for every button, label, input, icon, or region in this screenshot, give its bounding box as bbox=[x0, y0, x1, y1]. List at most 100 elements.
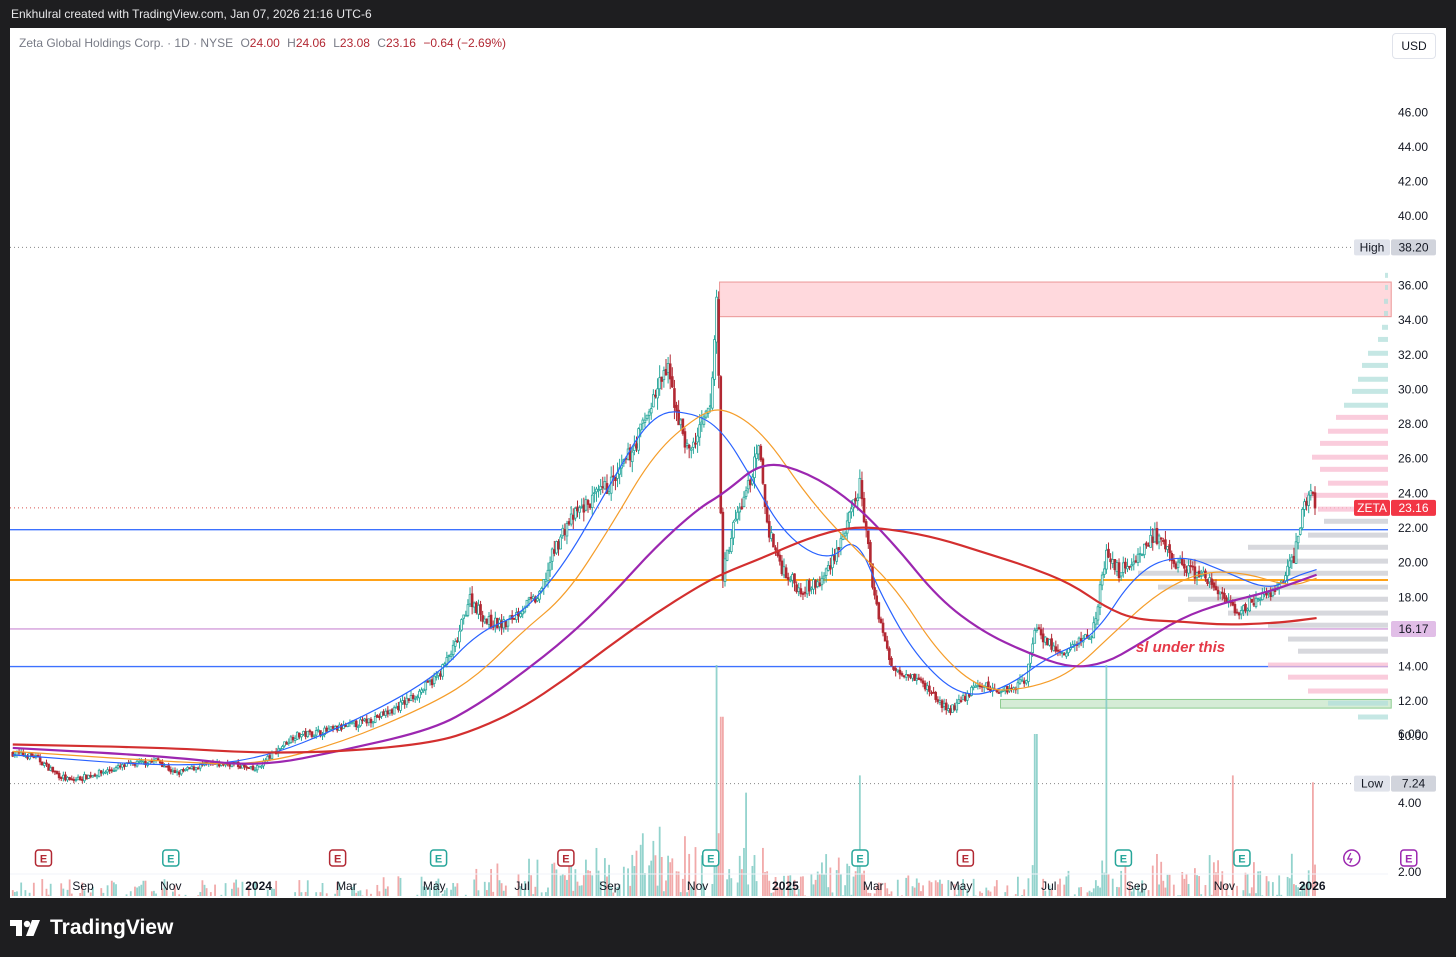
candle-body bbox=[1303, 501, 1306, 510]
volume-bar bbox=[852, 876, 855, 896]
volume-bar bbox=[947, 880, 950, 896]
candle-body bbox=[727, 549, 731, 552]
volume-bar bbox=[1086, 892, 1089, 896]
earnings-marker bbox=[702, 849, 720, 867]
volume-bar bbox=[641, 833, 644, 896]
volume-bar bbox=[266, 889, 269, 896]
candle-body bbox=[462, 614, 466, 619]
candle-body bbox=[824, 568, 828, 576]
price-chart[interactable]: 46.00 44.00 42.00 40.00 36.00 34.00 32.00 30.00… bbox=[10, 28, 1446, 898]
candle-body bbox=[1233, 604, 1237, 614]
candle-body bbox=[890, 657, 893, 666]
candle-body bbox=[569, 513, 573, 525]
volume-bar bbox=[150, 891, 153, 896]
price-tick-label: 34.00 bbox=[1398, 313, 1428, 327]
volume-bar bbox=[993, 886, 996, 896]
volume-bar bbox=[920, 891, 922, 896]
candle-body bbox=[83, 773, 86, 782]
volume-profile-bar bbox=[1228, 610, 1388, 616]
earnings-marker-label: E bbox=[856, 854, 863, 866]
volume-bar bbox=[597, 870, 600, 896]
candle-body bbox=[76, 776, 80, 781]
candle-body bbox=[1025, 680, 1028, 684]
candle-body bbox=[864, 521, 868, 530]
candle-body bbox=[999, 691, 1003, 694]
candle-body bbox=[104, 771, 107, 774]
volume-bar bbox=[1063, 884, 1066, 896]
volume-bar bbox=[504, 885, 507, 896]
candle-body bbox=[300, 734, 303, 738]
candle-body bbox=[72, 779, 76, 781]
open-value: 24.00 bbox=[249, 36, 280, 50]
volume-bar bbox=[254, 882, 256, 896]
volume-bar bbox=[530, 875, 533, 896]
candle-body bbox=[949, 708, 952, 714]
volume-bar bbox=[532, 894, 535, 896]
volume-bar bbox=[850, 894, 853, 896]
candle-body bbox=[245, 766, 248, 769]
volume-bar bbox=[802, 876, 804, 896]
volume-bar bbox=[1168, 874, 1171, 896]
low-tag-label-bg bbox=[1354, 775, 1390, 792]
candle-body bbox=[656, 388, 659, 399]
candle-body bbox=[879, 618, 883, 624]
chart-panel[interactable]: 46.00 44.00 42.00 40.00 36.00 34.00 32.00 30.00… bbox=[10, 28, 1446, 898]
candle-body bbox=[1054, 646, 1058, 652]
candle-body bbox=[386, 710, 390, 715]
volume-bar bbox=[485, 890, 488, 896]
candle-body bbox=[717, 299, 720, 376]
volume-bar bbox=[553, 862, 556, 896]
volume-bar bbox=[1286, 876, 1289, 896]
volume-bar bbox=[572, 890, 575, 896]
candle-body bbox=[114, 767, 118, 771]
candle-body bbox=[593, 492, 596, 495]
volume-bar bbox=[917, 882, 920, 896]
volume-bar bbox=[1101, 860, 1104, 896]
candle-body bbox=[1147, 544, 1150, 547]
candle-body bbox=[329, 726, 333, 730]
candle-body bbox=[1033, 629, 1037, 644]
volume-bar bbox=[1141, 880, 1144, 896]
candle-body bbox=[673, 388, 676, 408]
volume-bar bbox=[184, 894, 187, 896]
volume-bar bbox=[1212, 862, 1215, 896]
candle-body bbox=[557, 541, 560, 550]
candle-body bbox=[1267, 592, 1270, 595]
volume-bar bbox=[1307, 870, 1310, 896]
volume-bar bbox=[677, 871, 680, 896]
candle-body bbox=[1079, 638, 1083, 642]
volume-bar bbox=[719, 716, 722, 896]
volume-profile-bar bbox=[1344, 402, 1388, 408]
volume-group bbox=[11, 665, 1316, 896]
last-price-tag-value-bg bbox=[1391, 499, 1436, 516]
volume-bar bbox=[306, 880, 309, 896]
volume-bar bbox=[1246, 874, 1249, 896]
candle-body bbox=[1113, 559, 1117, 571]
candle-body bbox=[713, 339, 716, 380]
volume-bar bbox=[41, 879, 44, 896]
volume-bar bbox=[361, 895, 364, 896]
candle-body bbox=[732, 521, 735, 539]
candle-body bbox=[357, 726, 360, 728]
candle-body bbox=[789, 579, 792, 582]
candle-body bbox=[845, 520, 849, 534]
volume-bar bbox=[821, 862, 823, 896]
currency-button[interactable]: USD bbox=[1392, 33, 1436, 59]
volume-bar bbox=[199, 891, 202, 896]
candle-body bbox=[163, 765, 166, 768]
volume-bar bbox=[201, 880, 204, 896]
earnings-marker bbox=[851, 849, 869, 867]
volume-bar bbox=[273, 888, 275, 896]
volume-bar bbox=[688, 853, 691, 896]
candle-body bbox=[53, 770, 57, 773]
symbol-legend: Zeta Global Holdings Corp. · 1D · NYSE O… bbox=[19, 36, 506, 50]
moving-average-orange bbox=[12, 409, 1317, 765]
volume-bar bbox=[962, 879, 965, 896]
volume-bar bbox=[747, 884, 750, 896]
candle-body bbox=[1159, 537, 1163, 540]
volume-bar bbox=[1044, 890, 1047, 896]
volume-bar bbox=[789, 875, 792, 896]
candle-body bbox=[1239, 610, 1243, 615]
volume-bar bbox=[1215, 872, 1217, 896]
low-tag-label: Low bbox=[1361, 777, 1383, 791]
